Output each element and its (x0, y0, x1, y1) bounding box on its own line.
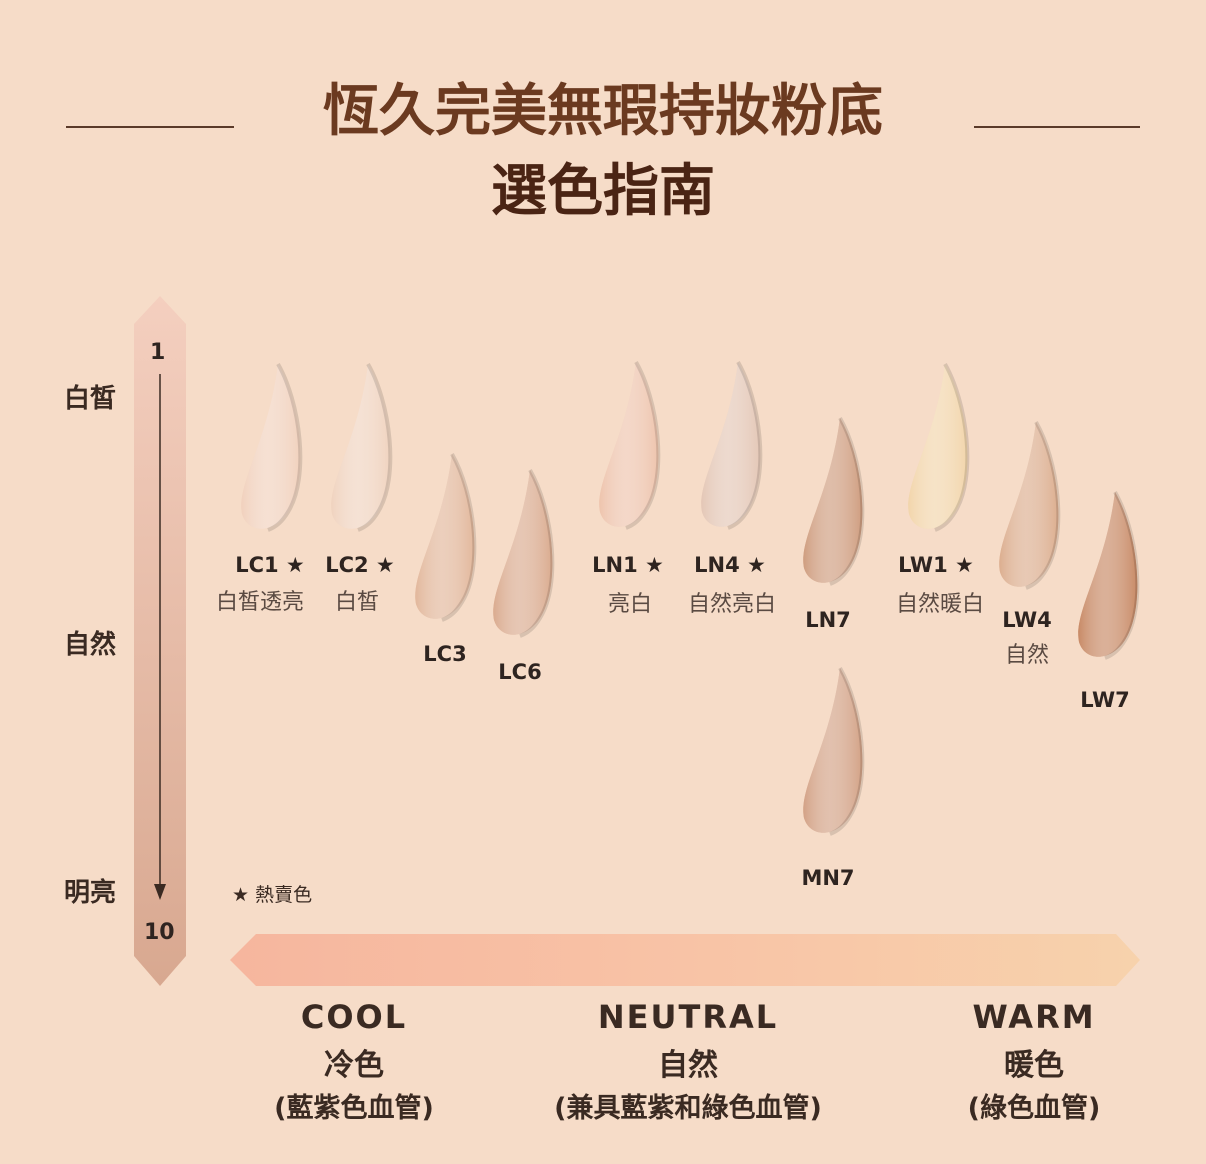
undertone-warm-zh: 暖色 (1004, 1048, 1064, 1083)
swatch-lw7 (1075, 490, 1145, 674)
depth-bottom-number: 10 (144, 920, 175, 945)
shade-code-lc3: LC3 (423, 642, 467, 666)
title-rule-right (974, 126, 1140, 128)
depth-scale-bar (134, 296, 186, 986)
undertone-cool-note: (藍紫色血管) (274, 1093, 434, 1124)
undertone-neutral-en: NEUTRAL (597, 998, 779, 1036)
shade-desc-lc2: 白皙 (334, 590, 379, 615)
undertone-warm-note: (綠色血管) (967, 1093, 1101, 1124)
swatch-ln7 (800, 416, 870, 600)
shade-code-ln1: LN1 ★ (592, 553, 664, 577)
swatch-lc2 (328, 362, 398, 546)
shade-code-ln4: LN4 ★ (694, 553, 766, 577)
shade-code-lc6: LC6 (498, 660, 542, 684)
page-subtitle: 選色指南 (491, 159, 715, 224)
shade-code-lc2: LC2 ★ (325, 553, 395, 577)
undertone-cool-en: COOL (300, 998, 408, 1036)
undertone-cool-zh: 冷色 (324, 1048, 384, 1083)
swatch-ln4 (698, 360, 768, 544)
depth-label-fair: 白皙 (64, 384, 117, 414)
shade-desc-ln4: 自然亮白 (687, 592, 776, 617)
shade-code-ln7: LN7 (805, 608, 851, 632)
depth-top-number: 1 (150, 340, 166, 365)
undertone-neutral-note: (兼具藍紫和綠色血管) (554, 1093, 822, 1124)
bestseller-legend: ★ 熱賣色 (232, 884, 313, 906)
shade-code-lw4: LW4 (1002, 608, 1052, 632)
undertone-neutral-zh: 自然 (658, 1048, 718, 1083)
title-rule-left (66, 126, 234, 128)
shade-desc-lw1: 自然暖白 (895, 592, 984, 617)
shade-desc-lc1: 白皙透亮 (215, 590, 304, 615)
shade-code-mn7: MN7 (801, 866, 855, 890)
swatch-lw1 (905, 362, 975, 546)
shade-code-lw1: LW1 ★ (898, 553, 974, 577)
depth-label-bright: 明亮 (64, 878, 117, 908)
swatch-lc3 (412, 452, 482, 636)
swatch-lc6 (490, 468, 560, 652)
swatch-lc1 (238, 362, 308, 546)
shade-desc-ln1: 亮白 (607, 592, 652, 617)
swatch-lw4 (996, 420, 1066, 604)
shade-code-lc1: LC1 ★ (235, 553, 305, 577)
undertone-bar (230, 934, 1140, 986)
undertone-warm-en: WARM (972, 998, 1096, 1036)
shade-desc-lw4: 自然 (1004, 643, 1049, 668)
depth-label-natural: 自然 (64, 630, 117, 660)
swatch-ln1 (596, 360, 666, 544)
shade-code-lw7: LW7 (1080, 688, 1130, 712)
page-title: 恆久完美無瑕持妝粉底 (323, 79, 883, 144)
swatch-mn7 (800, 666, 870, 850)
